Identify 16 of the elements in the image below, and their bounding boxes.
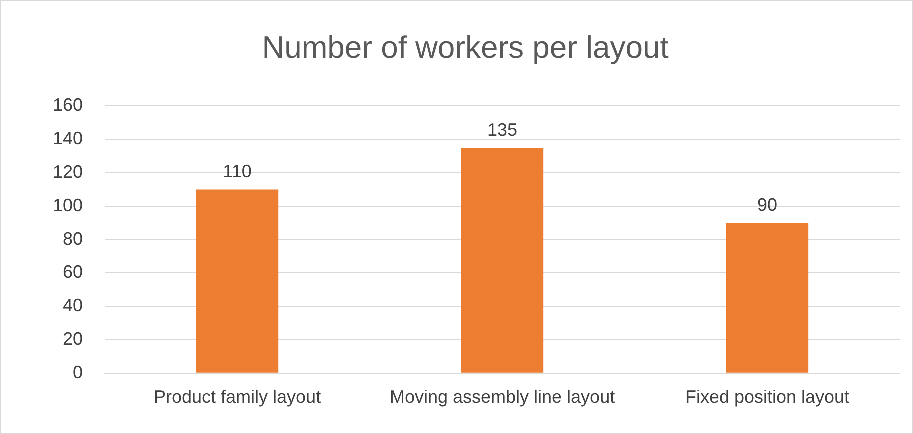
y-tick-label: 40	[63, 296, 84, 316]
y-tick-label: 120	[52, 162, 84, 182]
y-tick-label: 100	[52, 195, 84, 216]
y-tick-label: 60	[63, 262, 84, 282]
y-tick-label: 140	[52, 128, 84, 149]
y-tick-label: 20	[63, 328, 84, 349]
y-tick-label: 80	[63, 228, 84, 249]
x-tick-label: Product family layout	[154, 387, 322, 408]
x-tick-label: Fixed position layout	[685, 387, 850, 408]
data-label: 135	[487, 120, 518, 140]
x-tick-label: Moving assembly line layout	[390, 387, 616, 408]
chart-title: Number of workers per layout	[262, 30, 670, 66]
y-tick-label: 0	[73, 362, 84, 382]
data-label: 110	[223, 162, 252, 182]
data-label: 90	[757, 195, 778, 216]
y-tick-label: 160	[52, 95, 84, 116]
